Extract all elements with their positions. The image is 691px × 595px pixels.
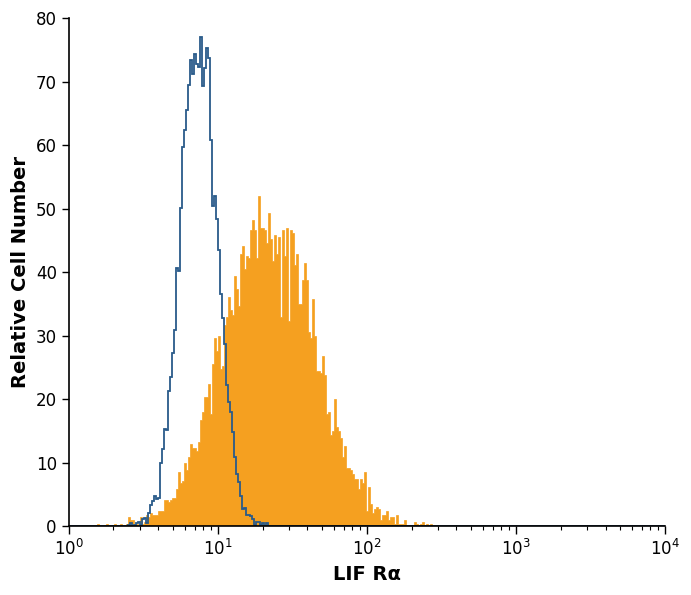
X-axis label: LIF Rα: LIF Rα [333, 565, 401, 584]
Y-axis label: Relative Cell Number: Relative Cell Number [11, 156, 30, 388]
